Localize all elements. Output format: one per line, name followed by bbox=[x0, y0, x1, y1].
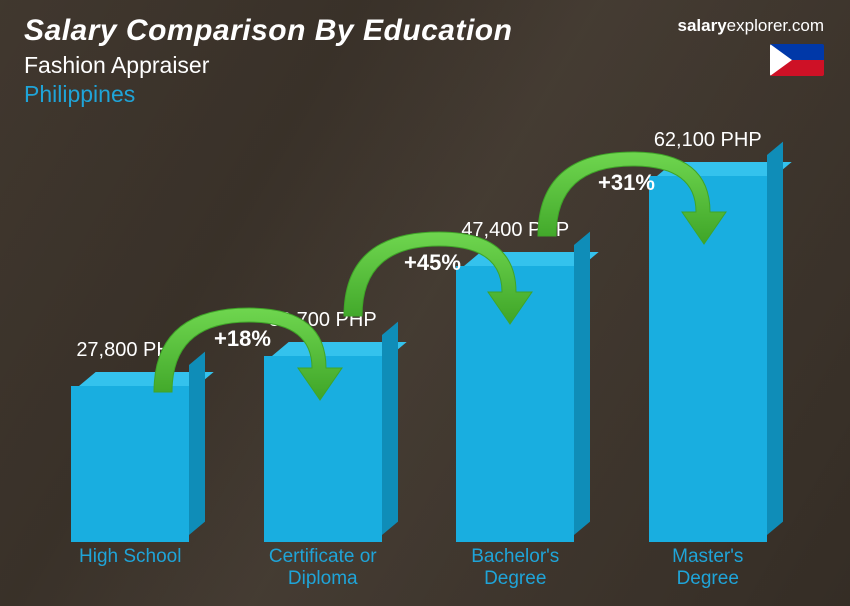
bar bbox=[649, 162, 767, 542]
bar-group: 47,400 PHP bbox=[419, 219, 612, 542]
chart-country: Philippines bbox=[24, 81, 826, 108]
xaxis-label: Bachelor'sDegree bbox=[419, 542, 612, 588]
chart-subtitle: Fashion Appraiser bbox=[24, 52, 826, 79]
brand-rest: explorer.com bbox=[727, 16, 824, 35]
bar-group: 32,700 PHP bbox=[227, 309, 420, 542]
chart-header: Salary Comparison By Education Fashion A… bbox=[0, 0, 850, 108]
bar-group: 27,800 PHP bbox=[34, 339, 227, 542]
bar-value: 62,100 PHP bbox=[654, 129, 762, 152]
bar-value: 27,800 PHP bbox=[76, 339, 184, 362]
bar bbox=[456, 252, 574, 542]
xaxis-label: High School bbox=[34, 542, 227, 588]
chart-area: 27,800 PHP 32,700 PHP 47,400 PHP 62,100 … bbox=[34, 130, 804, 588]
xaxis-label: Certificate orDiploma bbox=[227, 542, 420, 588]
xlabels-container: High SchoolCertificate orDiplomaBachelor… bbox=[34, 542, 804, 588]
bar-value: 47,400 PHP bbox=[461, 219, 569, 242]
flag-icon bbox=[770, 44, 824, 76]
bar-value: 32,700 PHP bbox=[269, 309, 377, 332]
bar bbox=[71, 372, 189, 542]
bars-container: 27,800 PHP 32,700 PHP 47,400 PHP 62,100 … bbox=[34, 130, 804, 542]
brand-logo: salaryexplorer.com bbox=[678, 16, 825, 36]
bar bbox=[264, 342, 382, 542]
bar-group: 62,100 PHP bbox=[612, 129, 805, 542]
xaxis-label: Master'sDegree bbox=[612, 542, 805, 588]
brand-bold: salary bbox=[678, 16, 727, 35]
